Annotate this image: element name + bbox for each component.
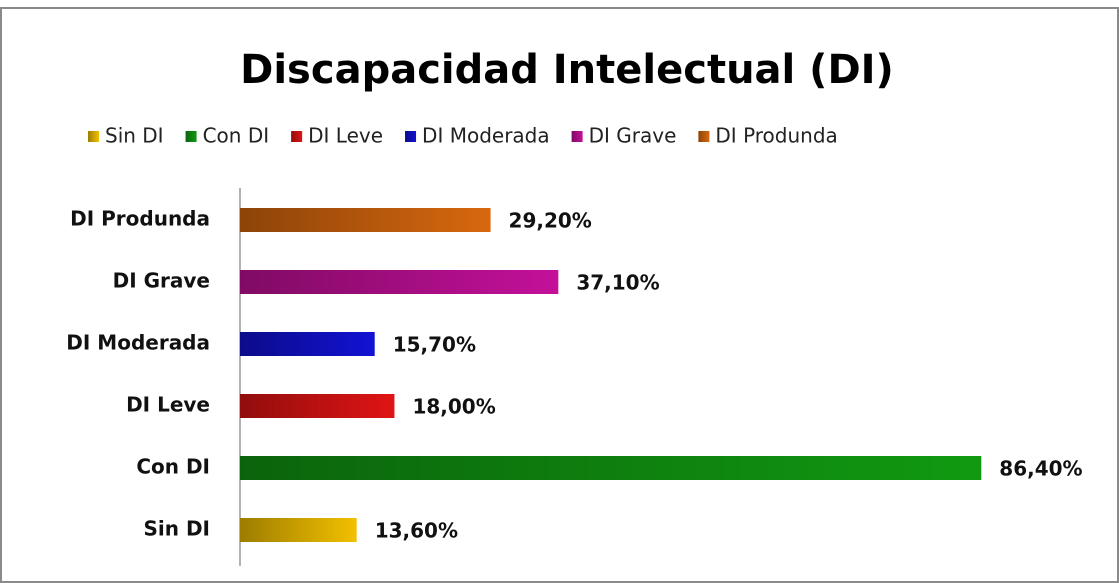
legend-swatch-shade <box>698 131 710 142</box>
y-tick-label: DI Grave <box>113 269 210 293</box>
bar-shade <box>240 270 559 294</box>
data-label: 15,70% <box>393 333 476 357</box>
legend-swatch-shade <box>185 131 197 142</box>
legend-label: DI Grave <box>589 124 677 148</box>
legend-label: DI Moderada <box>422 124 550 148</box>
legend-label: Con DI <box>203 124 270 148</box>
chart-title: Discapacidad Intelectual (DI) <box>240 47 894 93</box>
bar-shade <box>240 518 357 542</box>
legend-swatch-shade <box>571 131 583 142</box>
y-tick-label: Con DI <box>136 455 210 479</box>
bar-shade <box>240 332 375 356</box>
bar-shade <box>240 456 982 480</box>
legend-swatch-shade <box>405 131 417 142</box>
bar-shade <box>240 208 491 232</box>
data-label: 86,40% <box>999 457 1082 481</box>
legend-label: DI Produnda <box>715 124 837 148</box>
y-tick-label: DI Moderada <box>66 331 210 355</box>
chart-frame <box>0 7 1119 583</box>
data-label: 29,20% <box>509 209 592 233</box>
data-label: 18,00% <box>412 395 495 419</box>
legend-label: Sin DI <box>105 124 164 148</box>
bar-shade <box>240 394 395 418</box>
y-tick-label: DI Leve <box>126 393 210 417</box>
data-label: 13,60% <box>375 519 458 543</box>
data-label: 37,10% <box>576 271 659 295</box>
legend-label: DI Leve <box>308 124 383 148</box>
y-tick-label: Sin DI <box>143 517 210 541</box>
legend-swatch-shade <box>88 131 99 142</box>
y-tick-label: DI Produnda <box>70 207 210 231</box>
legend-swatch-shade <box>291 131 303 142</box>
